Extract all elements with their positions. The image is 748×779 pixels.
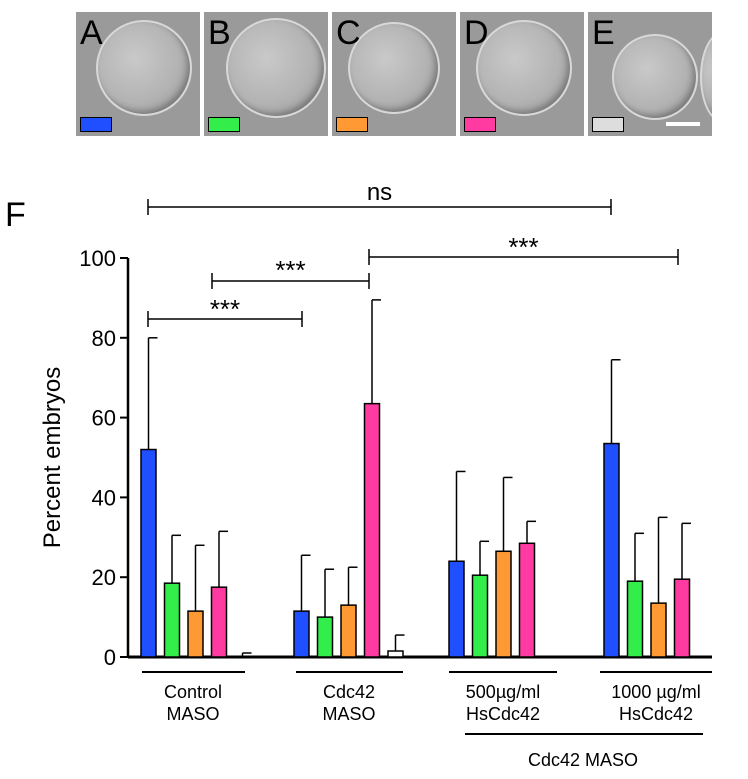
panel-letter: B [208, 14, 231, 52]
embryo-image [476, 20, 572, 116]
bar [495, 550, 512, 658]
bar [363, 402, 381, 658]
panel-e: E [588, 12, 712, 136]
bar [140, 448, 157, 658]
category-label: HsCdc42 [466, 704, 540, 724]
category-label: Cdc42 [323, 682, 375, 702]
y-axis-label: Percent embryos [39, 367, 66, 548]
category-label: 500µg/ml [466, 682, 540, 702]
bar [293, 610, 310, 658]
y-tick-label: 80 [92, 326, 116, 351]
panel-letter: E [592, 14, 615, 52]
panel-label: F [5, 196, 26, 234]
scale-bar [666, 122, 700, 126]
significance-label: ns [367, 179, 392, 206]
color-swatch [464, 117, 496, 132]
panel-a: A [76, 12, 200, 136]
bar [471, 574, 489, 658]
category-label: MASO [322, 704, 375, 724]
embryo-image [348, 22, 440, 114]
y-tick-label: 40 [92, 485, 116, 510]
bar [340, 604, 357, 658]
embryo-image [226, 18, 326, 118]
color-swatch [80, 117, 112, 132]
category-label: HsCdc42 [619, 704, 693, 724]
bar [448, 560, 465, 658]
bar [673, 578, 691, 658]
panel-letter: C [336, 14, 361, 52]
color-swatch [208, 117, 240, 132]
panel-b: B [204, 12, 328, 136]
bar [626, 580, 644, 658]
color-swatch [592, 117, 624, 132]
y-tick-label: 20 [92, 565, 116, 590]
color-swatch [336, 117, 368, 132]
significance-label: *** [275, 255, 305, 285]
y-tick-label: 100 [79, 246, 116, 271]
bar [518, 542, 536, 658]
category-label: 1000 µg/ml [611, 682, 700, 702]
bar [650, 602, 667, 658]
y-tick-label: 0 [104, 645, 116, 670]
embryo-image [96, 20, 192, 116]
panel-d: D [460, 12, 584, 136]
category-label: MASO [166, 704, 219, 724]
y-tick-label: 60 [92, 406, 116, 431]
bar [387, 650, 404, 658]
bar [210, 586, 228, 658]
panel-c: C [332, 12, 456, 136]
panel-letter: D [464, 14, 489, 52]
group-label: Cdc42 MASO [528, 750, 638, 770]
embryo-image [612, 34, 698, 120]
significance-label: *** [508, 232, 538, 262]
significance-label: *** [210, 294, 240, 324]
category-label: Control [164, 682, 222, 702]
bar [603, 442, 620, 658]
bar [163, 582, 181, 658]
bar [316, 616, 334, 658]
panel-letter: A [80, 14, 103, 52]
bar [187, 610, 204, 658]
